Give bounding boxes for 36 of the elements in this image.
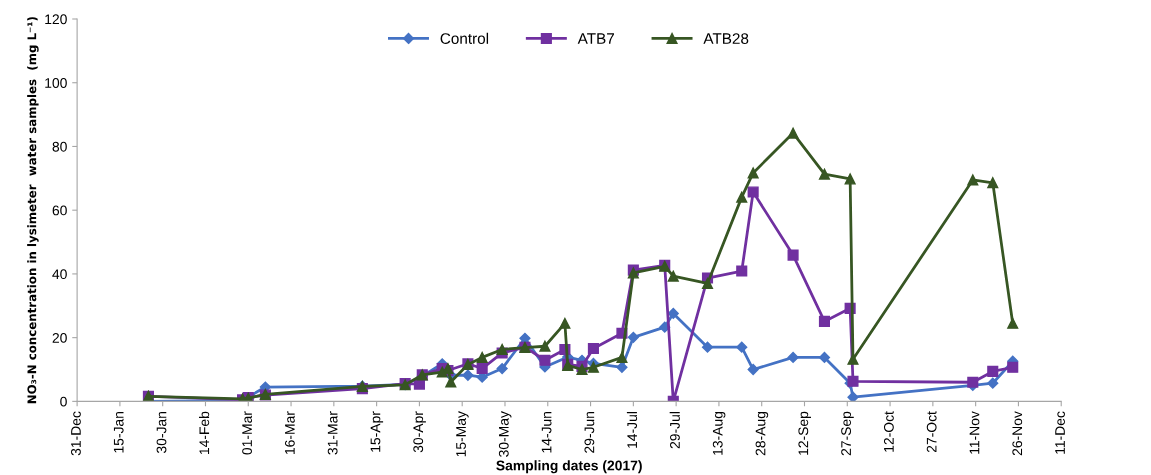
x-tick-label: 14-Feb [199,411,210,455]
legend-label: ATB7 [577,33,614,44]
x-tick-label: 15-Jan [113,411,124,453]
y-tick-label: 40 [52,269,67,280]
y-tick-label: 0 [60,396,67,407]
x-tick-label: 15-May [456,411,469,457]
legend-label: ATB28 [703,33,749,44]
x-tick-label: 31-Dec [71,411,81,456]
x-tick-label: 29-Jun [584,411,595,453]
x-tick-label: 31-Mar [327,411,338,455]
x-tick-label: 11-Nov [969,411,980,454]
y-tick-label: 120 [45,14,67,25]
y-tick-label: 80 [52,141,67,152]
y-tick-label: 60 [52,205,67,216]
x-tick-label: 30-Apr [413,411,426,453]
x-tick-label: 12-Oct [883,411,894,452]
x-tick-label: 13-Aug [712,411,726,455]
x-tick-label: 30-May [498,411,512,457]
x-tick-label: 16-Mar [284,411,295,455]
x-tick-label: 11-Dec [1055,411,1065,454]
legend-label: Control [440,32,489,44]
y-tick-label: 20 [52,332,67,343]
x-tick-label: 12-Sep [798,411,811,455]
x-axis-title: Sampling dates (2017) [496,460,642,474]
x-tick-label: 28-Aug [755,411,769,456]
x-tick-label: 27-Sep [841,411,854,456]
y-tick-label: 100 [45,78,67,88]
y-axis-title: NO₃-N concentration in lysimeter water samples (mg L⁻¹) [27,17,39,404]
x-tick-label: 14-Jun [541,411,552,453]
x-tick-label: 14-Jul [626,412,638,448]
x-tick-label: 26-Nov [1012,411,1023,456]
x-tick-label: 29-Jul [669,412,680,449]
x-tick-label: 01-Mar [242,411,252,455]
x-tick-label: 27-Oct [926,411,937,453]
x-tick-label: 30-Jan [156,411,167,454]
x-tick-label: 15-Apr [370,411,384,452]
